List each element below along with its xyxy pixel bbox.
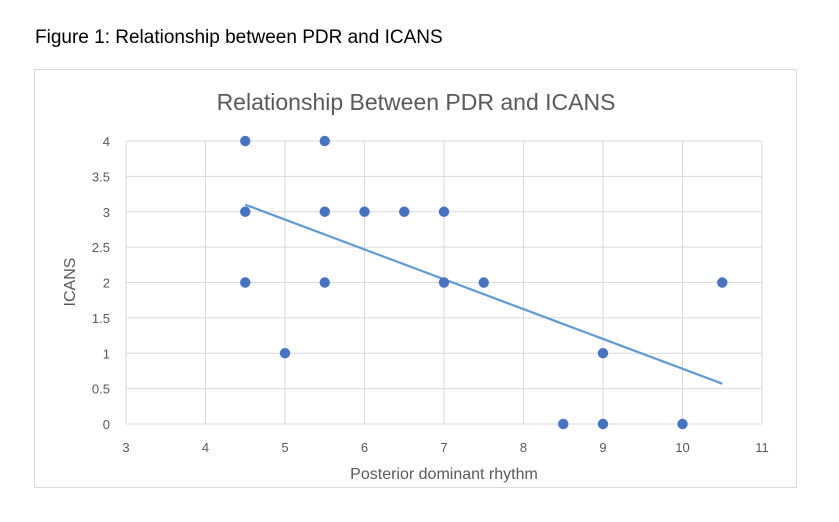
- trendline: [244, 203, 723, 385]
- figure-caption: Figure 1: Relationship between PDR and I…: [35, 27, 443, 48]
- x-tick-label: 8: [520, 440, 527, 455]
- x-tick-label: 11: [755, 440, 769, 455]
- y-tick-label: 0.5: [92, 382, 110, 397]
- data-point: [478, 277, 489, 288]
- y-tick-label: 2.5: [92, 240, 110, 255]
- data-point: [438, 206, 450, 217]
- chart-frame: [34, 69, 797, 488]
- data-point: [438, 277, 450, 288]
- y-tick-label: 3.5: [92, 169, 110, 184]
- data-point: [240, 206, 251, 217]
- data-points: [240, 135, 728, 430]
- x-tick-label: 7: [440, 440, 447, 455]
- x-tick-label: 9: [599, 440, 606, 455]
- y-axis-title: ICANS: [62, 258, 79, 307]
- data-point: [597, 418, 609, 430]
- data-point: [717, 277, 728, 288]
- x-tick-label: 4: [202, 440, 209, 455]
- x-tick-label: 10: [675, 440, 689, 455]
- x-tick-labels: 3 4 5 6 7 8 9 10 11: [122, 440, 768, 455]
- data-point: [399, 206, 410, 217]
- grid-lines: [125, 140, 763, 425]
- y-tick-labels: 0 0.5 1 1.5 2 2.5 3 3.5 4: [92, 134, 110, 432]
- y-tick-label: 0: [103, 417, 110, 432]
- trendline-group: [244, 203, 723, 385]
- data-point: [240, 277, 251, 288]
- y-tick-label: 2: [103, 276, 110, 291]
- data-point: [279, 348, 291, 359]
- data-point: [359, 206, 370, 217]
- x-tick-label: 6: [361, 440, 368, 455]
- chart-title: Relationship Between PDR and ICANS: [217, 89, 616, 115]
- data-point: [319, 206, 330, 217]
- y-tick-label: 3: [103, 205, 110, 220]
- x-tick-label: 3: [122, 440, 129, 455]
- y-tick-label: 4: [103, 134, 110, 149]
- y-tick-label: 1: [103, 346, 110, 361]
- x-axis-title: Posterior dominant rhythm: [350, 466, 538, 483]
- y-tick-label: 1.5: [92, 311, 110, 326]
- data-point: [558, 418, 569, 430]
- x-tick-label: 5: [281, 440, 288, 455]
- data-point: [319, 135, 330, 147]
- data-point: [240, 135, 251, 147]
- data-point: [319, 277, 330, 288]
- data-point: [597, 348, 609, 359]
- data-point: [677, 418, 688, 430]
